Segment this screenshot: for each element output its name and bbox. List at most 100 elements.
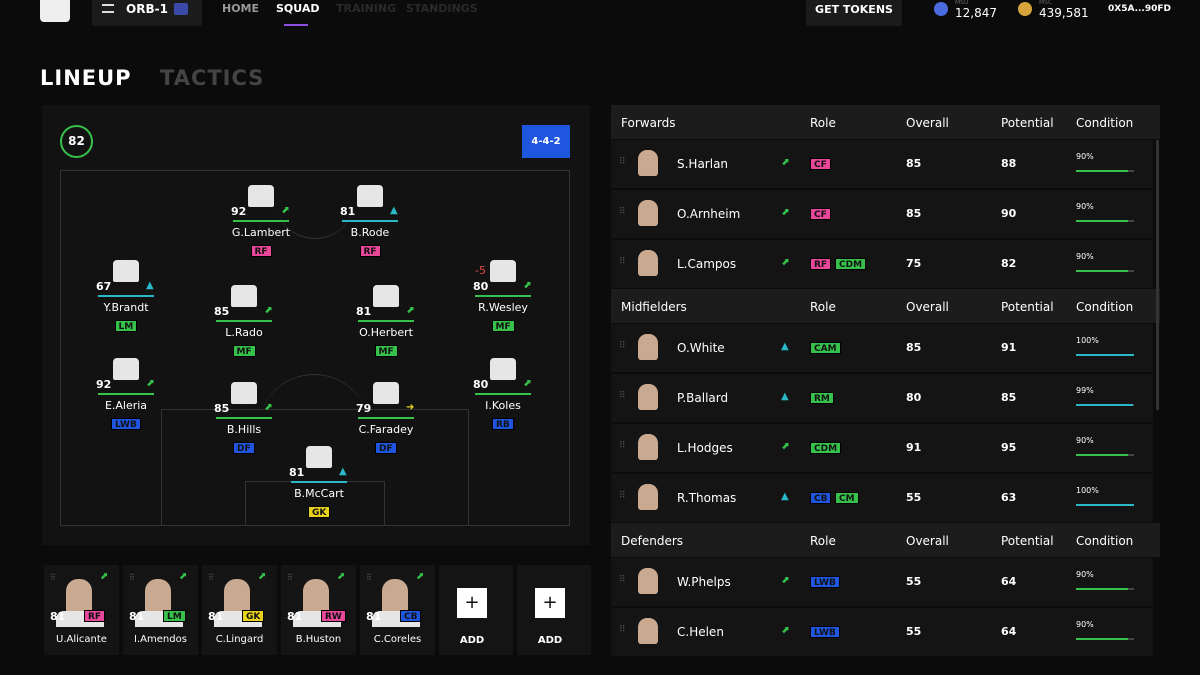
role-badge: RF	[250, 245, 272, 257]
drag-handle: ⠿	[619, 441, 626, 451]
add-icon: +	[535, 588, 565, 618]
trend-arrow: ▲	[390, 205, 398, 216]
rating-delta: -5	[475, 264, 486, 277]
add-icon: +	[457, 588, 487, 618]
trend-arrow: ⬈	[146, 378, 155, 389]
player-name: L.Hodges	[677, 441, 733, 455]
role-badge: DF	[233, 442, 255, 454]
player-rating: 81	[287, 610, 303, 623]
player-name: B.Rode	[350, 226, 390, 239]
group-header	[611, 523, 1160, 557]
trend-arrow: ⬈	[781, 207, 790, 218]
group-name: Midfielders	[621, 300, 687, 314]
player-name: P.Ballard	[677, 391, 729, 405]
tab[interactable]: TACTICS	[160, 66, 265, 90]
nav-link[interactable]: SQUAD	[276, 2, 320, 15]
potential: 95	[1001, 441, 1017, 454]
overall: 75	[906, 257, 922, 270]
drag-handle: ⠿	[619, 491, 626, 501]
column-header: Overall	[906, 300, 949, 314]
bench-card[interactable]: ⠿ ⬈ 81 RW B.Huston	[281, 565, 356, 655]
player-rating: 81	[50, 610, 66, 623]
player-shirt[interactable]	[490, 260, 516, 282]
role-badge: CF	[810, 158, 831, 170]
bench-card[interactable]: ⠿ ⬈ 81 GK C.Lingard	[202, 565, 277, 655]
bench-card[interactable]: ⠿ ⬈ 81 RF U.Alicante	[44, 565, 119, 655]
player-face	[382, 579, 408, 615]
player-row[interactable]	[611, 424, 1153, 473]
role-badge: LWB	[810, 626, 840, 638]
player-shirt[interactable]	[231, 382, 257, 404]
bench-card[interactable]: ⠿ ⬈ 81 LM I.Amendos	[123, 565, 198, 655]
club-name: ORB-1	[126, 2, 168, 16]
player-row[interactable]	[611, 190, 1153, 239]
add-card[interactable]: + ADD	[439, 565, 513, 655]
condition-bar	[358, 320, 414, 322]
player-face	[638, 334, 658, 360]
player-row[interactable]	[611, 240, 1153, 289]
player-face	[638, 150, 658, 176]
column-header: Potential	[1001, 116, 1054, 130]
player-row[interactable]	[611, 474, 1153, 523]
group-header	[611, 289, 1160, 323]
player-shirt[interactable]	[373, 285, 399, 307]
add-card[interactable]: + ADD	[517, 565, 591, 655]
player-row[interactable]	[611, 140, 1153, 189]
player-shirt[interactable]	[357, 185, 383, 207]
overall: 80	[906, 391, 922, 404]
player-name: S.Harlan	[677, 157, 729, 171]
nav-link[interactable]: STANDINGS	[406, 2, 478, 15]
club-selector[interactable]: ORB-1	[92, 0, 202, 26]
condition-label: 99%	[1076, 386, 1094, 395]
trend-arrow: ⬈	[406, 305, 415, 316]
player-row[interactable]	[611, 558, 1153, 607]
player-name: O.Herbert	[359, 326, 413, 339]
player-shirt[interactable]	[306, 446, 332, 468]
player-shirt[interactable]	[490, 358, 516, 380]
overall: 55	[906, 575, 922, 588]
player-row[interactable]	[611, 608, 1153, 657]
player-name: O.White	[677, 341, 725, 355]
drag-handle: ⠿	[366, 573, 372, 582]
get-tokens[interactable]: GET TOKENS	[806, 0, 902, 26]
condition-bar	[1076, 588, 1129, 590]
wallet[interactable]: 0X5A...90FD	[1108, 4, 1171, 14]
column-header: Condition	[1076, 116, 1134, 130]
overall: 85	[906, 341, 922, 354]
add-label: ADD	[537, 635, 563, 646]
player-name: R.Thomas	[677, 491, 737, 505]
logo	[40, 0, 70, 22]
tab[interactable]: LINEUP	[40, 66, 132, 90]
nav-link[interactable]: TRAINING	[336, 2, 397, 15]
condition-bar	[1076, 454, 1129, 456]
condition-bar	[475, 295, 531, 297]
role-badge: LWB	[810, 576, 840, 588]
role-badge: GK	[308, 506, 331, 518]
trend-arrow: ⬈	[264, 305, 273, 316]
formation[interactable]: 4-4-2	[522, 125, 570, 158]
player-name: B.McCart	[294, 487, 344, 500]
bench-card[interactable]: ⠿ ⬈ 81 CB C.Coreles	[360, 565, 435, 655]
player-row[interactable]	[611, 374, 1153, 423]
player-name: R.Wesley	[478, 301, 528, 314]
menu-icon	[102, 4, 114, 13]
player-name: I.Amendos	[134, 634, 187, 645]
player-face	[638, 200, 658, 226]
player-rating: 81	[289, 466, 305, 479]
currency-label: MSC	[1039, 0, 1053, 6]
player-shirt[interactable]	[373, 382, 399, 404]
player-shirt[interactable]	[231, 285, 257, 307]
player-shirt[interactable]	[248, 185, 274, 207]
player-rating: 92	[96, 378, 112, 391]
drag-handle: ⠿	[619, 257, 626, 267]
role-badge: MF	[374, 345, 398, 357]
player-shirt[interactable]	[113, 358, 139, 380]
trend-arrow: ⬈	[337, 571, 346, 582]
player-face	[638, 618, 658, 644]
nav-link[interactable]: HOME	[222, 2, 260, 15]
trend-arrow: ⬈	[179, 571, 188, 582]
player-name: C.Lingard	[215, 634, 264, 645]
player-row[interactable]	[611, 324, 1153, 373]
player-shirt[interactable]	[113, 260, 139, 282]
player-rating: 80	[473, 378, 489, 391]
